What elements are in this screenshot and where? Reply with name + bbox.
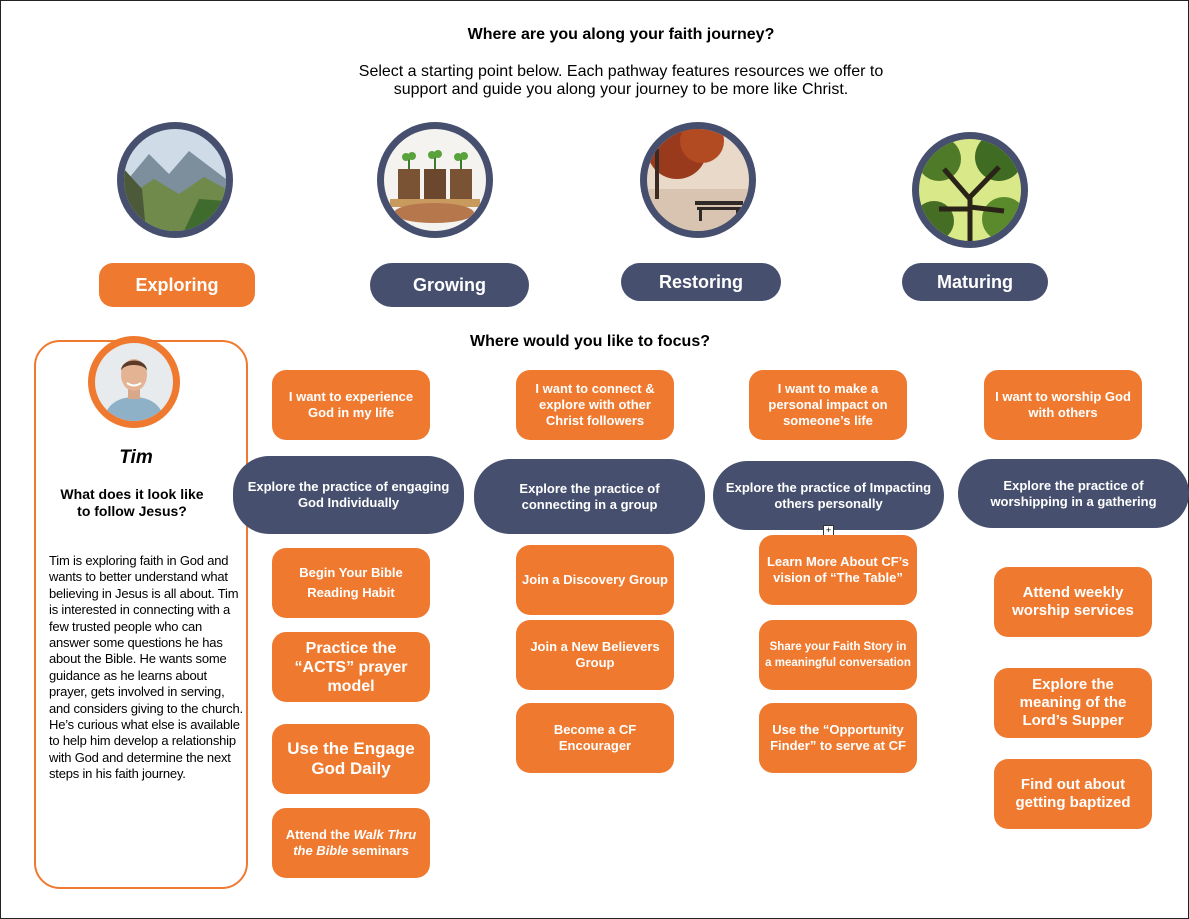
pathway-restoring-button[interactable]: Restoring xyxy=(621,263,781,301)
cf-encourager-button[interactable]: Become a CF Encourager xyxy=(516,703,674,773)
persona-name: Tim xyxy=(119,447,153,468)
seedlings-image xyxy=(384,129,486,231)
pathway-exploring-button[interactable]: Exploring xyxy=(99,263,255,307)
engage-god-daily-button[interactable]: Use the Engage God Daily xyxy=(272,724,430,794)
persona-avatar xyxy=(88,336,180,428)
page-subtitle-line1: Select a starting point below. Each path… xyxy=(358,63,884,80)
mountain-valley-image xyxy=(124,129,226,231)
focus-experience-god-button[interactable]: I want to experience God in my life xyxy=(272,370,430,440)
walk-thru-bible-label: Attend the Walk Thru the Bible seminars xyxy=(285,827,417,858)
opportunity-finder-button[interactable]: Use the “Opportunity Finder” to serve at… xyxy=(759,703,917,773)
persona-question-line1: What does it look like xyxy=(60,486,204,502)
practice-impacting-others-button[interactable]: Explore the practice of Impacting others… xyxy=(713,461,944,530)
getting-baptized-button[interactable]: Find out about getting baptized xyxy=(994,759,1152,829)
pathway-growing-button[interactable]: Growing xyxy=(370,263,529,307)
focus-worship-button[interactable]: I want to worship God with others xyxy=(984,370,1142,440)
person-photo-icon xyxy=(95,343,173,421)
exploring-image[interactable] xyxy=(117,122,233,238)
persona-description: Tim is exploring faith in God and wants … xyxy=(49,553,243,782)
walk-thru-bible-button[interactable]: Attend the Walk Thru the Bible seminars xyxy=(272,808,430,878)
focus-personal-impact-button[interactable]: I want to make a personal impact on some… xyxy=(749,370,907,440)
page-title: Where are you along your faith journey? xyxy=(467,26,775,43)
focus-connect-explore-button[interactable]: I want to connect & explore with other C… xyxy=(516,370,674,440)
bible-reading-habit-button[interactable]: Begin Your Bible Reading Habit xyxy=(272,548,430,618)
restoring-image[interactable] xyxy=(640,122,756,238)
acts-prayer-model-button[interactable]: Practice the “ACTS” prayer model xyxy=(272,632,430,702)
faith-story-button[interactable]: Share your Faith Story in a meaningful c… xyxy=(759,620,917,690)
tree-canopy-image xyxy=(919,139,1021,241)
pathway-maturing-button[interactable]: Maturing xyxy=(902,263,1048,301)
weekly-worship-button[interactable]: Attend weekly worship services xyxy=(994,567,1152,637)
persona-question-line2: to follow Jesus? xyxy=(77,503,187,519)
focus-title: Where would you like to focus? xyxy=(469,333,710,350)
the-table-vision-button[interactable]: Learn More About CF’s vision of “The Tab… xyxy=(759,535,917,605)
discovery-group-button[interactable]: Join a Discovery Group xyxy=(516,545,674,615)
maturing-image[interactable] xyxy=(912,132,1028,248)
practice-engaging-god-button[interactable]: Explore the practice of engaging God Ind… xyxy=(233,456,464,534)
growing-image[interactable] xyxy=(377,122,493,238)
persona-card xyxy=(34,340,248,889)
page-subtitle-line2: support and guide you along your journey… xyxy=(393,81,849,98)
practice-connecting-group-button[interactable]: Explore the practice of connecting in a … xyxy=(474,459,705,534)
new-believers-group-button[interactable]: Join a New Believers Group xyxy=(516,620,674,690)
park-bench-image xyxy=(647,129,749,231)
practice-worshipping-gathering-button[interactable]: Explore the practice of worshipping in a… xyxy=(958,459,1189,528)
lords-supper-button[interactable]: Explore the meaning of the Lord’s Supper xyxy=(994,668,1152,738)
